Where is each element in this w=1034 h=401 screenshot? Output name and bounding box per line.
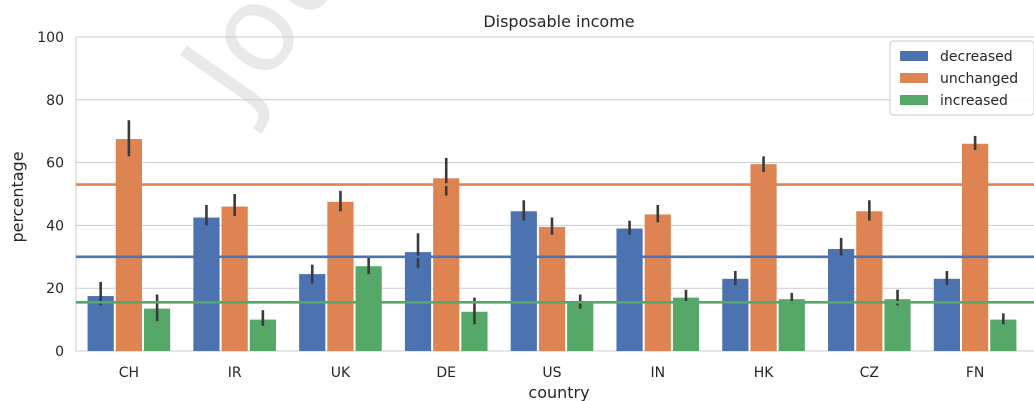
bar-unchanged-CZ — [856, 211, 883, 351]
legend-swatch-increased — [900, 95, 928, 105]
bar-increased-UK — [355, 266, 382, 351]
bar-decreased-UK — [299, 274, 326, 351]
x-tick-label: IN — [650, 365, 665, 381]
bar-unchanged-FN — [962, 143, 989, 351]
y-tick-label: 100 — [37, 30, 64, 46]
y-tick-label: 60 — [46, 156, 64, 172]
y-tick-label: 40 — [46, 218, 64, 234]
x-tick-label: IR — [228, 365, 242, 381]
bars — [87, 139, 1017, 351]
x-tick-label: HK — [754, 365, 775, 381]
legend-label-increased: increased — [940, 93, 1008, 109]
x-tick-label: DE — [436, 365, 456, 381]
bar-increased-CZ — [884, 299, 911, 351]
bar-unchanged-CH — [115, 139, 142, 351]
x-tick-label: FN — [966, 365, 985, 381]
bar-unchanged-IN — [644, 214, 671, 351]
bar-unchanged-IR — [221, 206, 248, 351]
bar-increased-US — [567, 302, 594, 351]
bar-unchanged-UK — [327, 201, 354, 351]
y-tick-label: 0 — [55, 344, 64, 360]
legend-swatch-decreased — [900, 51, 928, 61]
chart-title: Disposable income — [483, 12, 634, 31]
bar-increased-HK — [778, 299, 805, 351]
watermark: Jou — [151, 0, 375, 137]
mean-lines — [76, 183, 1034, 304]
legend-label-decreased: decreased — [940, 49, 1013, 65]
bar-decreased-HK — [722, 278, 749, 351]
bar-decreased-FN — [933, 278, 961, 351]
bar-unchanged-DE — [433, 178, 460, 351]
y-tick-label: 20 — [46, 281, 64, 297]
bar-decreased-IR — [193, 217, 220, 351]
bar-increased-IN — [672, 297, 700, 351]
bar-decreased-CZ — [828, 248, 855, 351]
legend-swatch-unchanged — [900, 73, 928, 83]
x-tick-label: US — [542, 365, 561, 381]
y-axis-title: percentage — [8, 151, 27, 242]
bar-decreased-US — [510, 211, 537, 351]
x-tick-label: CZ — [860, 365, 879, 381]
x-tick-label: CH — [119, 365, 139, 381]
legend-label-unchanged: unchanged — [940, 71, 1018, 87]
legend: decreased unchanged increased — [889, 40, 1034, 116]
bar-increased-FN — [990, 319, 1017, 351]
y-tick-label: 80 — [46, 93, 64, 109]
axes: 0 20 40 60 80 100 CH IR UK DE US IN HK CZ FN — [37, 30, 984, 381]
bar-unchanged-US — [538, 226, 566, 351]
bar-decreased-IN — [616, 228, 643, 351]
x-axis-title: country — [528, 383, 589, 401]
x-tick-label: UK — [331, 365, 351, 381]
